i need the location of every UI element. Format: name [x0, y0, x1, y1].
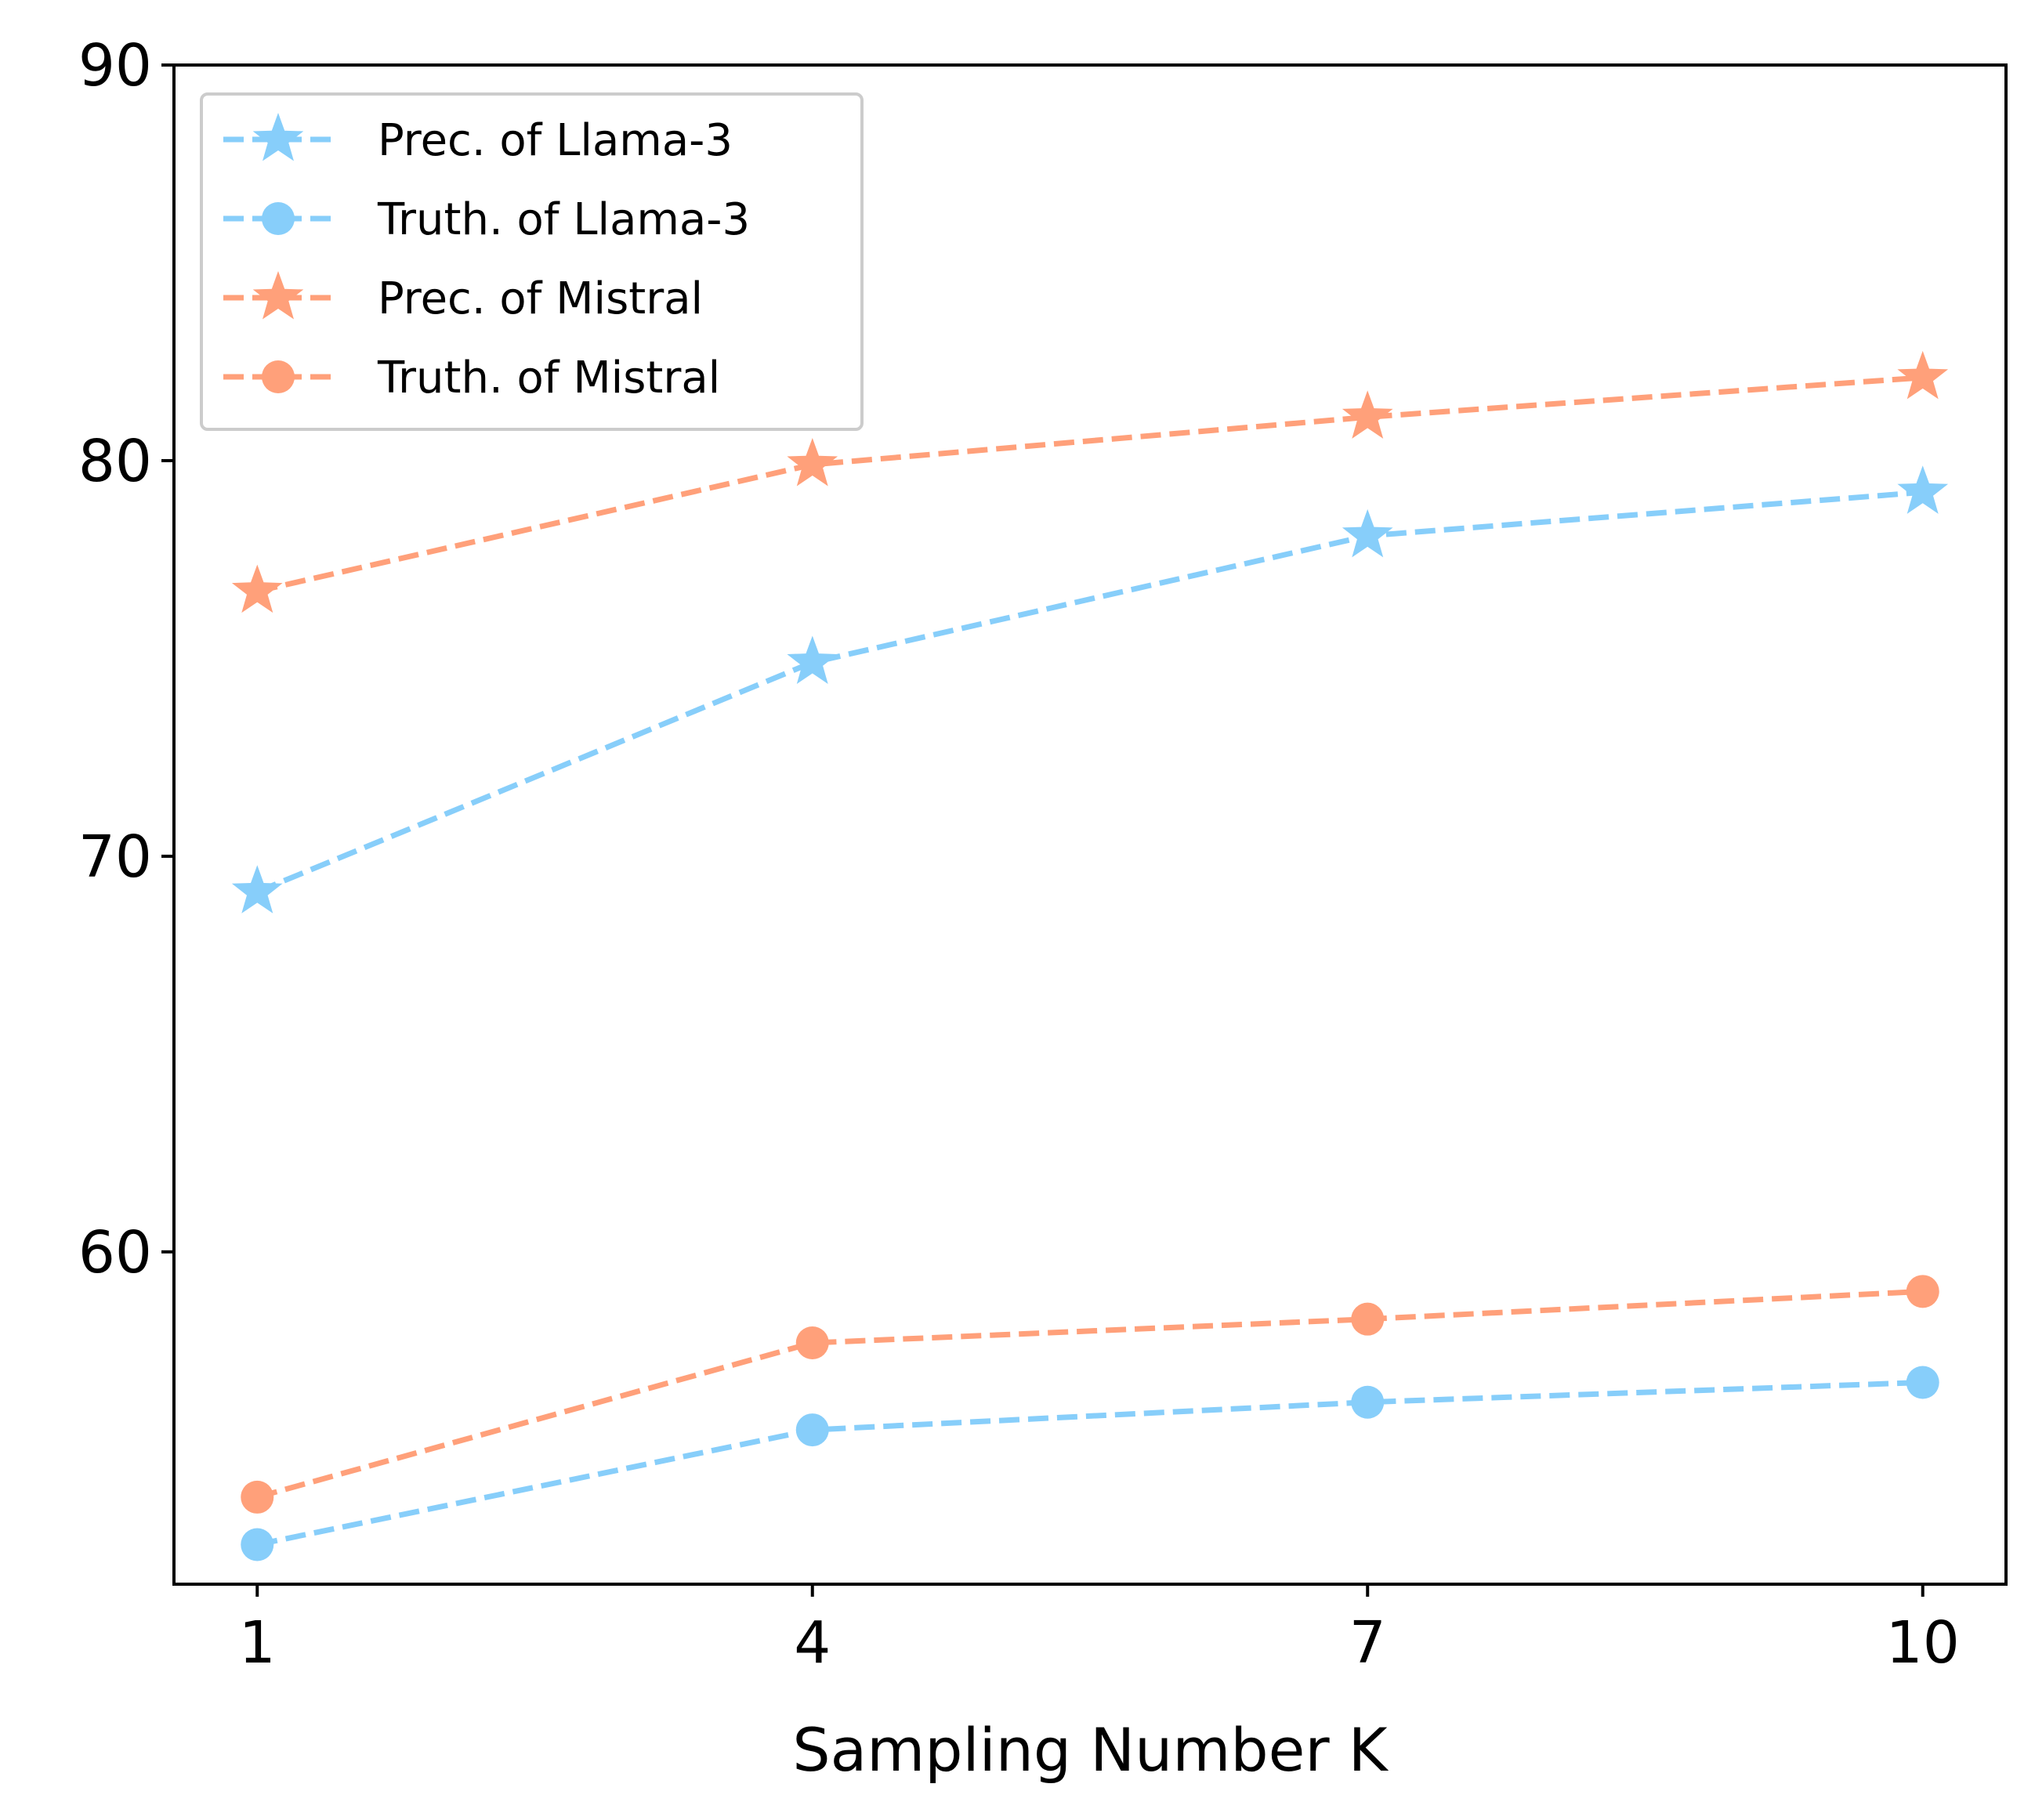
series-1-point-1: [795, 1413, 829, 1447]
x-tick-label: 10: [1886, 1609, 1960, 1677]
y-tick-label: 80: [78, 428, 152, 495]
x-axis-title: Sampling Number K: [792, 1715, 1389, 1785]
x-tick-label: 7: [1349, 1609, 1386, 1677]
series-line-3: [256, 1288, 1923, 1500]
x-axis: 1 4 7 10: [239, 1584, 1960, 1677]
legend-marker: [252, 271, 304, 320]
x-tick-label: 4: [794, 1609, 831, 1677]
series-1-point-0: [241, 1528, 274, 1561]
series-1-point-2: [1351, 1385, 1385, 1419]
series-0-point-3: [1897, 465, 1949, 514]
legend-marker: [262, 360, 295, 393]
legend-label: Prec. of Llama-3: [378, 115, 733, 166]
series-line-0: [255, 489, 1923, 895]
y-tick-label: 90: [78, 32, 152, 100]
series-line-1: [256, 1380, 1923, 1547]
series-0-point-1: [787, 635, 838, 684]
series-0-point-2: [1342, 508, 1393, 558]
series-0-point-0: [231, 865, 283, 914]
series-lines: [255, 374, 1923, 1547]
series-2-point-1: [787, 438, 838, 487]
plot-frame: [172, 63, 2008, 1586]
legend-marker: [252, 113, 304, 161]
y-tick-label: 60: [78, 1219, 152, 1286]
legend-box: [200, 92, 864, 431]
series-2-point-3: [1897, 350, 1949, 400]
legend-label: Truth. of Mistral: [377, 353, 720, 403]
series-1-point-3: [1906, 1366, 1939, 1399]
series-3-point-1: [795, 1326, 829, 1359]
series-3-point-2: [1351, 1302, 1385, 1336]
y-tick-label: 70: [78, 823, 152, 891]
series-markers: [231, 350, 1949, 1561]
legend-marker: [262, 202, 295, 235]
series-2-point-2: [1342, 390, 1393, 439]
x-tick-label: 1: [239, 1609, 276, 1677]
series-2-point-0: [231, 564, 283, 613]
y-axis: 60 70 80 90: [78, 32, 174, 1286]
legend-label: Truth. of Llama-3: [377, 194, 750, 245]
series-3-point-3: [1906, 1275, 1939, 1308]
series-3-point-0: [241, 1480, 274, 1514]
legend: Prec. of Llama-3 Truth. of Llama-3 Prec. o…: [200, 92, 864, 431]
series-line-2: [256, 374, 1923, 595]
legend-label: Prec. of Mistral: [378, 273, 703, 324]
